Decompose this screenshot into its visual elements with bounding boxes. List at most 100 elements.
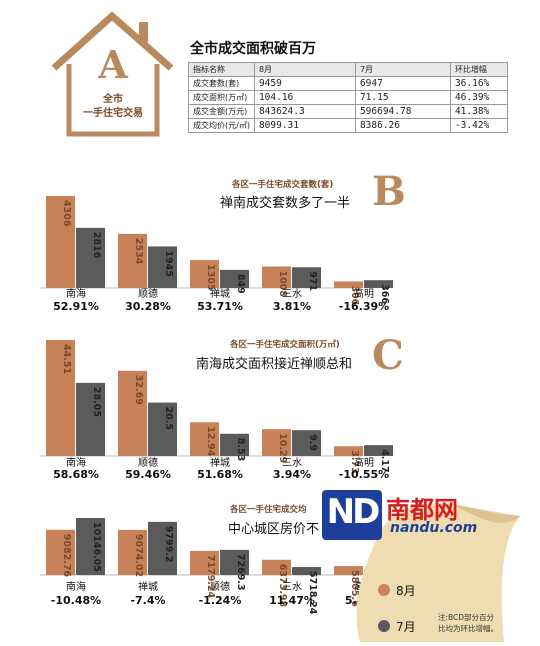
chart-c-bar-jul	[220, 433, 249, 456]
legend-note-line2: 比均为环比增幅。	[438, 624, 498, 633]
chart-b-value-label: 366	[379, 284, 390, 304]
table-row: 成交面积(万㎡) 104.16 71.15 46.39%	[188, 90, 508, 105]
legend-jul-label: 7月	[396, 620, 416, 634]
chart-c-category-label: 南海	[66, 456, 86, 469]
chart-d-value-label: 9074.02	[133, 534, 144, 577]
chart-d-bar-aug	[334, 566, 363, 575]
table-row: 成交均价(元/㎡) 8099.31 8386.26 -3.42%	[188, 118, 508, 133]
chart-d-category-label: 禅城	[138, 580, 158, 593]
section-a-title: 全市成交面积破百万	[190, 41, 316, 57]
chart-b-change-label: -16.39%	[339, 300, 389, 313]
chart-b-bar-aug	[118, 233, 147, 288]
chart-c-change-label: 59.46%	[125, 468, 171, 481]
chart-c-category-label: 禅城	[210, 456, 230, 469]
table-header-cell: 8月	[253, 62, 356, 77]
chart-c-change-label: 51.68%	[197, 468, 243, 481]
chart-d-bar-jul	[148, 521, 177, 575]
chart-c-category-label: 顺德	[138, 456, 158, 469]
house-icon	[51, 11, 174, 137]
chart-b-bar-jul	[148, 246, 177, 288]
chart-c-subtitle: 各区一手住宅成交面积(万㎡)	[230, 340, 340, 350]
chart-b-value-label: 1008	[277, 270, 288, 297]
chart-c-category-label: 高明	[354, 456, 374, 469]
chart-b-change-label: 30.28%	[125, 300, 171, 313]
chart-c-value-label: 10.29	[277, 433, 288, 463]
chart-d-value-label: 6373.98	[277, 564, 288, 608]
chart-b-value-label: 306	[349, 285, 360, 305]
chart-b-value-label: 971	[307, 271, 318, 291]
chart-d-category-label: 顺德	[210, 580, 230, 593]
chart-c-value-label: 9.9	[307, 434, 318, 451]
chart-d-value-label: 9082.76	[61, 534, 72, 578]
chart-b-title: 禅南成交套数多了一半	[220, 196, 351, 211]
chart-b-change-label: 53.71%	[197, 300, 243, 313]
chart-c-value-label: 3.73	[349, 450, 360, 473]
chart-d-bar-jul	[76, 518, 105, 575]
legend-aug-swatch	[378, 584, 390, 596]
legend-note-line1: 注:BCD部分百分	[438, 613, 495, 622]
chart-d-bar-aug	[46, 529, 75, 575]
table-row: 成交套数(套) 9459 6947 36.16%	[188, 76, 508, 91]
chart-d-bar-jul	[220, 549, 249, 575]
chart-d-value-label: 9799.2	[163, 526, 174, 563]
table-header-row: 指标名称 8月 7月 环比增幅	[188, 62, 508, 77]
chart-c-change-label: -10.55%	[339, 468, 389, 481]
legend-jul-swatch	[378, 620, 390, 632]
chart-c-bar-aug	[46, 340, 75, 456]
chart-b-bar-jul	[76, 227, 105, 288]
chart-c-bar-jul	[148, 402, 177, 456]
table-cell: 8099.31	[253, 118, 356, 133]
chart-b-category-label: 禅城	[210, 287, 230, 300]
chart-d-change-label: 11.47%	[269, 594, 315, 607]
chart-b-bar-aug	[46, 196, 75, 288]
chart-d-value-label: 5805.6	[349, 570, 360, 607]
chart-d-category-label: 三水	[282, 581, 302, 593]
chart-d-subtitle: 各区一手住宅成交均	[230, 505, 307, 515]
chart-b-category-label: 南海	[66, 287, 86, 300]
nandu-site-name: 南都网	[386, 496, 458, 524]
chart-b-value-label: 2534	[133, 238, 144, 265]
chart-c-bar-aug	[118, 370, 147, 456]
chart-c-value-label: 20.5	[163, 407, 174, 430]
chart-b-change-label: 52.91%	[53, 300, 99, 313]
chart-c-value-label: 12.94	[205, 426, 216, 456]
chart-b-value-label: 2816	[91, 232, 102, 259]
house-label-line2: 一手住宅交易	[83, 108, 143, 119]
house-label-line1: 全市	[103, 94, 123, 105]
chart-c-bar-aug	[262, 429, 291, 456]
chart-c-value-label: 8.53	[235, 438, 246, 461]
chart-d-change-label: -1.24%	[199, 594, 242, 607]
table-header-cell: 环比增幅	[449, 62, 508, 77]
nandu-logo-text: ND	[326, 492, 381, 532]
chart-b-bar-jul	[220, 269, 249, 288]
chart-c-bar-jul	[76, 382, 105, 456]
chart-b-value-label: 1945	[163, 250, 174, 276]
chart-b-value-label: 849	[235, 274, 246, 294]
chart-c-bar-aug	[190, 422, 219, 456]
chart-b-subtitle: 各区一手住宅成交套数(套)	[232, 180, 334, 190]
chart-c-value-label: 4.17	[379, 449, 390, 472]
chart-b-change-label: 3.81%	[273, 300, 311, 313]
chart-d-bar-jul	[292, 567, 321, 575]
chart-b-category-label: 顺德	[138, 287, 158, 300]
chart-c-bar-jul	[364, 445, 393, 456]
chart-c-value-label: 32.69	[133, 375, 144, 405]
chart-d-bar-aug	[262, 559, 291, 575]
chart-c-bar-aug	[334, 446, 363, 456]
chart-d-value-label: 5718.24	[307, 571, 318, 615]
summary-table: 指标名称 8月 7月 环比增幅 成交套数(套) 9459 6947 36.16%…	[188, 62, 508, 133]
chart-b-bar-aug	[190, 260, 219, 288]
chart-d-change-label: -10.48%	[51, 594, 101, 607]
chart-d-value-label: 10146.05	[91, 522, 102, 572]
chart-b-bar-aug	[262, 266, 291, 288]
chart-b-bar-aug	[334, 281, 363, 288]
chart-b-value-label: 1305	[205, 264, 216, 290]
chart-d-bar-aug	[118, 529, 147, 575]
chart-d-value-label: 7179.24	[205, 555, 216, 599]
nandu-logo	[322, 490, 382, 540]
chart-d-bar-aug	[190, 550, 219, 575]
section-c-letter: C	[372, 332, 404, 379]
chart-c-value-label: 28.05	[91, 387, 102, 417]
table-row: 成交金额(万元) 843624.3 596694.78 41.38%	[188, 104, 508, 119]
chart-d-value-label: 7269.3	[235, 554, 246, 591]
